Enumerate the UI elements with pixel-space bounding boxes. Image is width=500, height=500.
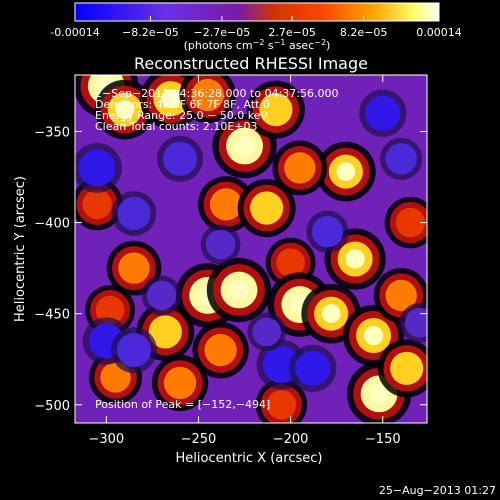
heatmap-blob	[266, 390, 297, 420]
heatmap-blob	[395, 207, 426, 238]
heatmap-blob	[311, 216, 344, 248]
annotation-energy: Energy Range: 25.0 − 50.0 keV	[95, 109, 269, 122]
heatmap-blob	[284, 152, 316, 184]
heatmap-blob-core	[115, 100, 135, 119]
heatmap-blob-core	[363, 325, 384, 346]
colorbar-tick-label: 2.7e−05	[268, 26, 315, 39]
colorbar-tick-label: 8.2e−05	[340, 26, 387, 39]
y-tick-label: −350	[34, 125, 70, 140]
heatmap-blob	[209, 188, 243, 221]
colorbar-tick-label: 0.00014	[416, 26, 462, 39]
annotation-block: 2−Sep−2011 04:36:28.000 to 04:37:56.000 …	[95, 87, 338, 133]
plot-frame	[74, 74, 428, 424]
heatmap-blobs	[75, 75, 427, 423]
heatmap-blob	[118, 252, 150, 284]
footer-timestamp: 25−Aug−2013 01:27	[379, 484, 496, 497]
colorbar-unit-label: (photons cm−2 s−1 asec−2)	[184, 38, 331, 52]
y-tick-label: −500	[34, 399, 70, 414]
heatmap-blob	[390, 351, 424, 385]
heatmap-blob	[163, 366, 197, 400]
heatmap-blob	[116, 333, 152, 368]
heatmap-blob	[250, 191, 284, 225]
heatmap-blob	[117, 196, 151, 231]
heatmap-blob	[295, 350, 331, 386]
heatmap-blob	[252, 317, 281, 347]
heatmap-image	[75, 75, 427, 423]
heatmap-blob-core	[234, 135, 255, 157]
heatmap-blob	[163, 141, 198, 176]
heatmap-blob	[365, 95, 401, 131]
x-axis-title: Heliocentric X (arcsec)	[176, 451, 323, 466]
x-tick-label: −250	[181, 432, 217, 447]
annotation-detectors: Detectors: 4F 5F 6F 7F 8F, Att 0	[95, 98, 270, 111]
heatmap-blob	[204, 333, 237, 367]
heatmap-blob	[259, 93, 293, 127]
heatmap-blob-core	[345, 249, 365, 269]
heatmap-blob	[146, 280, 177, 311]
colorbar-ticks: -0.00014 −8.2e−05 −2.7e−05 2.7e−05 8.2e−05 0.…	[50, 16, 462, 39]
heatmap-blob-core	[368, 383, 390, 404]
colorbar	[74, 2, 440, 22]
x-tick-label: −150	[365, 432, 401, 447]
annotation-clean: Clean Total counts: 2.10E+03	[95, 120, 258, 133]
heatmap-blob-core	[321, 304, 341, 324]
heatmap-blob	[191, 78, 224, 112]
heatmap-blob	[385, 143, 417, 175]
heatmap-blob-core	[228, 279, 250, 301]
x-tick-label: −200	[273, 432, 309, 447]
x-tick-label: −300	[88, 432, 124, 447]
heatmap-blob-core	[336, 162, 356, 181]
heatmap-blob-core	[161, 89, 181, 109]
colorbar-tick-label: -0.00014	[50, 26, 99, 39]
colorbar-tick-label: −2.7e−05	[194, 26, 251, 39]
heatmap-blob	[385, 279, 417, 312]
axes: −300 −250 −200 −150 −350 −400 −450 −500	[34, 75, 427, 447]
heatmap-blob	[148, 315, 182, 349]
heatmap-blob	[95, 295, 125, 325]
heatmap-blob	[78, 149, 116, 187]
y-axis-title: Heliocentric Y (arcsec)	[13, 176, 28, 322]
heatmap-blob	[404, 308, 427, 338]
y-tick-label: −450	[34, 308, 70, 323]
heatmap-blob	[205, 229, 236, 260]
heatmap-blob	[276, 248, 305, 277]
chart-title: Reconstructed RHESSI Image	[134, 54, 368, 73]
heatmap-blob	[82, 189, 112, 220]
colorbar-tick-label: −8.2e−05	[122, 26, 179, 39]
y-tick-label: −400	[34, 217, 70, 232]
annotation-time: 2−Sep−2011 04:36:28.000 to 04:37:56.000	[95, 87, 338, 100]
peak-position-label: Position of Peak = [−152,−494]	[95, 398, 270, 411]
